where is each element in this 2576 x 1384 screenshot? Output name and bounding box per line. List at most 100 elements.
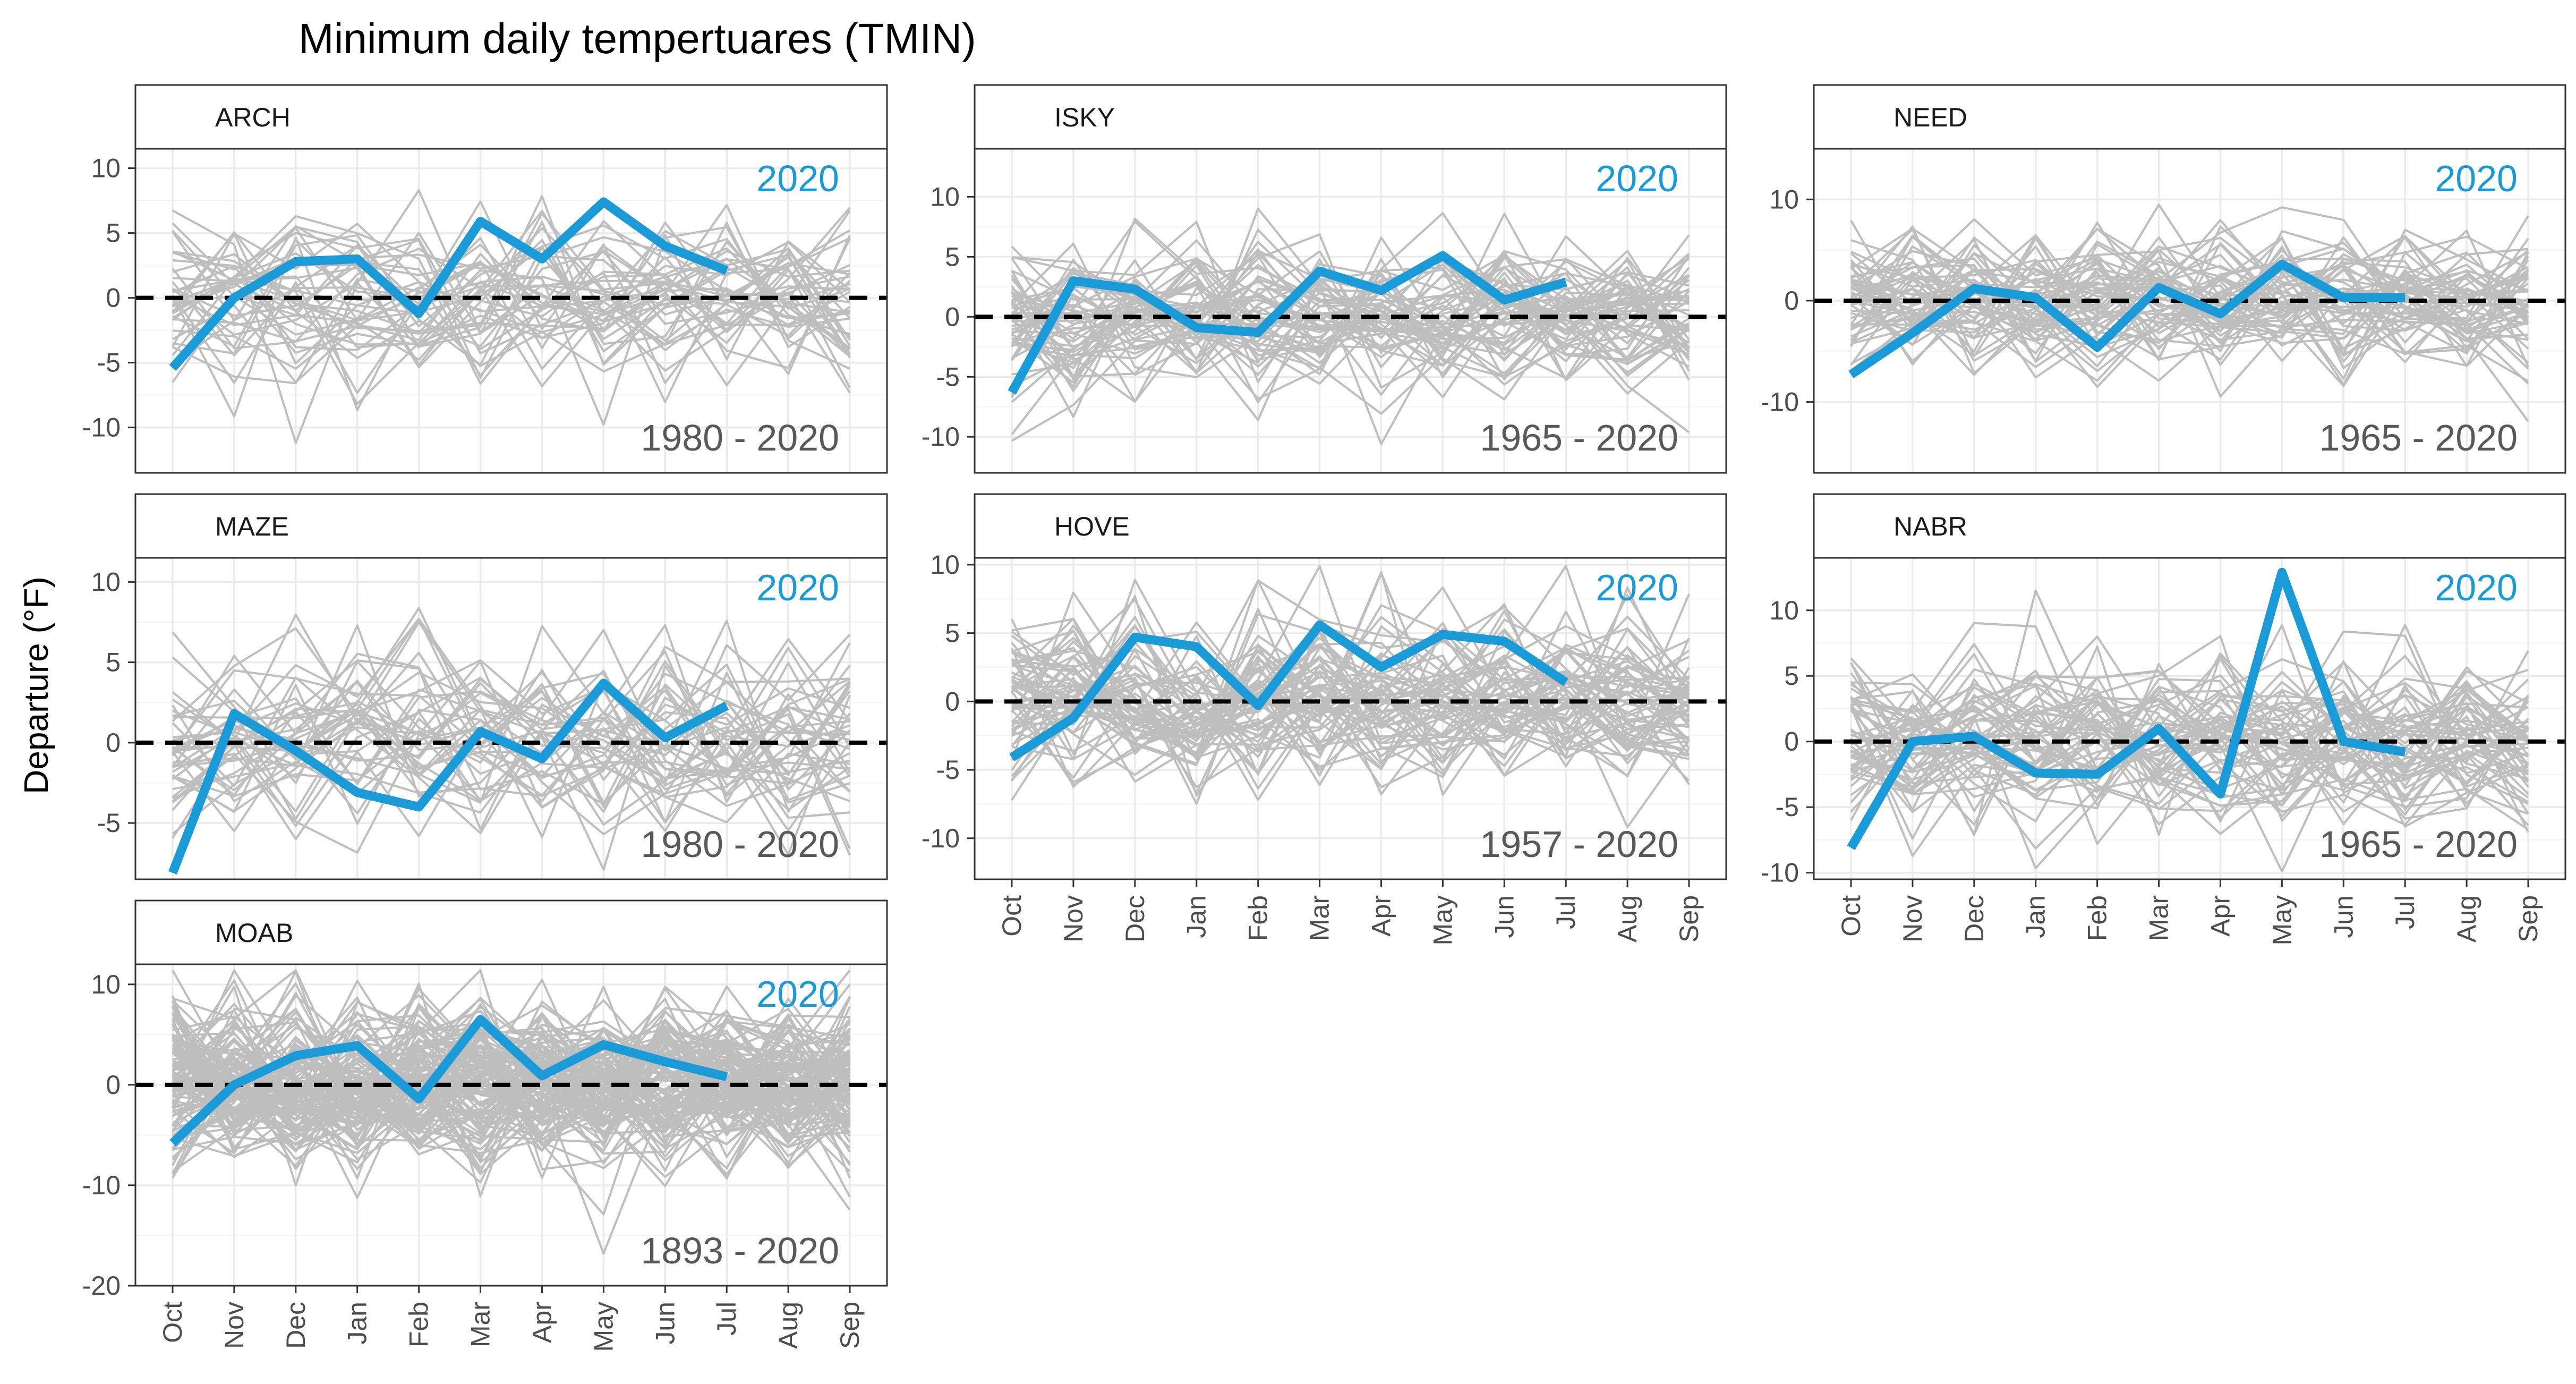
y-tick-label: -5 <box>936 755 960 785</box>
history-line <box>1011 263 1690 435</box>
facet-panel-hove: 2020 1957 - 2020 HOVE -10 -5 0 5 10 Oct Nov Dec Jan… <box>922 493 1727 945</box>
x-tick-label: Apr <box>527 1302 557 1343</box>
period-annotation: 1980 - 2020 <box>641 417 839 458</box>
x-tick-label: Nov <box>219 1302 249 1349</box>
history-line <box>1850 683 2529 787</box>
history-line <box>172 969 851 1198</box>
history-line <box>172 1039 851 1152</box>
x-tick-label: Dec <box>1120 895 1150 943</box>
history-line <box>1850 693 2529 800</box>
series-2020-line <box>1009 620 1568 762</box>
history-line <box>172 1014 851 1134</box>
history-line <box>1011 593 1690 741</box>
y-tick-label: 5 <box>1784 661 1799 691</box>
facet-panel-moab: 2020 1893 - 2020 MOAB -20 -10 0 10 Oct Nov Dec Jan… <box>82 899 888 1352</box>
facet-strip-label: ARCH <box>215 103 291 132</box>
history-line <box>1011 598 1690 745</box>
history-line <box>172 244 850 383</box>
year-annotation: 2020 <box>756 973 839 1015</box>
history-line <box>172 624 851 820</box>
history-lines <box>172 607 851 871</box>
x-tick-label: Oct <box>997 895 1027 937</box>
x-tick-label: Sep <box>835 1302 865 1349</box>
history-line <box>1850 658 2529 813</box>
history-line <box>1850 686 2529 807</box>
x-tick-label: Apr <box>2206 895 2236 937</box>
facet-strip-label: MAZE <box>215 512 289 541</box>
history-line <box>1011 643 1690 805</box>
history-line <box>172 233 851 361</box>
y-tick-label: -10 <box>922 823 960 853</box>
period-annotation: 1957 - 2020 <box>1480 823 1678 865</box>
x-tick-label: May <box>2267 895 2297 945</box>
y-tick-label: -10 <box>1761 387 1799 417</box>
y-tick-label: 0 <box>106 283 121 313</box>
history-line <box>172 1009 850 1148</box>
history-line <box>1850 646 2529 836</box>
history-line <box>1850 691 2529 836</box>
y-tick-label: 10 <box>1769 184 1799 214</box>
y-tick-label: -5 <box>936 362 960 392</box>
history-line <box>1850 690 2529 830</box>
facet-strip <box>1813 84 2566 150</box>
x-tick-label: Mar <box>466 1302 496 1347</box>
y-tick-label: -5 <box>97 808 121 838</box>
history-line <box>172 690 851 802</box>
x-tick-label: Aug <box>773 1302 803 1349</box>
history-line <box>1011 254 1690 400</box>
facet-strip-label: ISKY <box>1054 103 1115 132</box>
x-tick-label: Jul <box>2390 895 2420 929</box>
history-line <box>172 231 851 389</box>
history-line <box>1011 604 1690 746</box>
y-tick-label: 10 <box>91 970 121 999</box>
x-tick-label: Jun <box>650 1302 680 1345</box>
history-line <box>1011 257 1690 364</box>
facet-panel-isky: 2020 1965 - 2020 ISKY -10 -5 0 5 10 <box>922 84 1727 474</box>
y-tick-label: 5 <box>106 648 121 677</box>
facet-panel-maze: 2020 1980 - 2020 MAZE -5 0 5 10 <box>91 493 888 880</box>
x-tick-label: Feb <box>404 1302 434 1347</box>
x-tick-label: Oct <box>1836 895 1866 937</box>
x-tick-label: May <box>1428 895 1457 945</box>
y-tick-label: -5 <box>97 348 121 378</box>
chart-title: Minimum daily tempertuares (TMIN) <box>298 15 976 62</box>
x-tick-label: Jul <box>1551 895 1581 929</box>
history-line <box>172 1020 851 1167</box>
x-tick-label: Dec <box>1959 895 1989 943</box>
y-tick-label: -10 <box>82 413 121 443</box>
x-tick-label: Jan <box>343 1302 372 1345</box>
y-tick-label: 0 <box>945 302 960 332</box>
y-tick-label: 5 <box>106 218 121 248</box>
x-tick-label: Jul <box>712 1302 741 1336</box>
history-line <box>1011 242 1690 378</box>
history-line <box>1011 254 1690 356</box>
x-tick-label: Feb <box>1243 895 1273 941</box>
history-line <box>172 982 851 1115</box>
y-tick-label: 0 <box>1784 727 1799 757</box>
history-line <box>1850 681 2529 815</box>
facet-strip <box>1813 493 2566 559</box>
history-line <box>172 230 851 370</box>
y-tick-label: 0 <box>1784 286 1799 316</box>
history-line <box>1011 579 1690 776</box>
facet-strip-label: MOAB <box>215 918 293 948</box>
facet-strip-label: NEED <box>1893 103 1967 132</box>
series-2020-line <box>169 197 729 371</box>
period-annotation: 1965 - 2020 <box>2319 417 2518 458</box>
history-line <box>172 1020 850 1116</box>
facet-strip <box>974 493 1727 559</box>
period-annotation: 1980 - 2020 <box>641 823 839 865</box>
history-line <box>172 708 850 799</box>
x-tick-label: Sep <box>2513 895 2543 943</box>
history-line <box>1011 645 1690 777</box>
history-line <box>1850 236 2529 341</box>
history-line <box>1850 228 2529 355</box>
y-tick-label: 10 <box>930 182 960 211</box>
x-tick-label: Jan <box>1182 895 1212 938</box>
period-annotation: 1965 - 2020 <box>1480 417 1678 458</box>
history-line <box>172 1042 851 1122</box>
history-line <box>172 268 851 385</box>
y-tick-label: -10 <box>82 1170 121 1200</box>
facet-strip-label: NABR <box>1893 512 1967 541</box>
x-tick-label: Aug <box>2452 895 2481 943</box>
